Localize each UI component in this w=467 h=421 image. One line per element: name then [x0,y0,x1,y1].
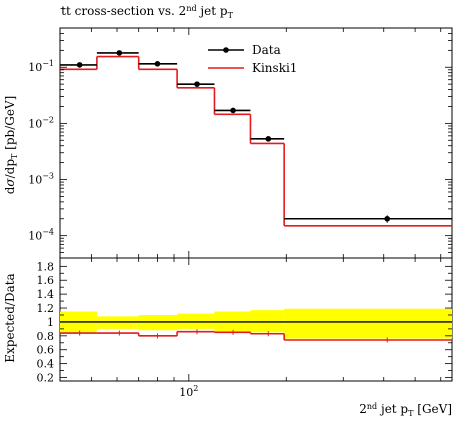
legend-data-label: Data [252,43,281,57]
y-axis-label: dσ/dpT [pb/GeV] [3,96,19,195]
x-axis-label: 2nd jet pT [GeV] [359,402,452,418]
y-tick-label: 10−3 [28,172,54,187]
ratio-y-axis-label: Expected/Data [3,273,17,362]
ratio-y-tick-label: 0.6 [37,344,55,357]
legend: Data Kinski1 [208,43,297,75]
ratio-y-tick-label: 0.2 [37,372,55,385]
ratio-y-tick-label: 1.2 [37,302,55,315]
legend-data-marker [223,47,229,53]
chart-title: t–t cross-section vs. 2nd jet pT [60,1,234,20]
ratio-y-tick-label: 1 [47,316,54,329]
data-point [194,81,200,87]
ratio-band-bin [284,308,452,339]
x-tick-label: 102 [179,384,198,399]
ratio-y-tick-label: 1.4 [37,288,55,301]
data-point [76,62,83,68]
y-tick-label: 10−4 [28,228,54,243]
ratio-y-tick-label: 0.8 [37,330,55,343]
legend-mc-label: Kinski1 [252,61,297,75]
y-tick-label: 10−1 [28,59,54,74]
data-point [230,107,236,114]
ratio-panel: 0.20.40.60.811.21.41.61.8 102 [37,257,453,399]
ratio-y-tick-label: 0.4 [37,358,55,371]
data-point [154,61,161,67]
ratio-y-tick-label: 1.8 [37,260,55,273]
ratio-y-tick-label: 1.6 [37,274,55,287]
data-point [116,50,123,56]
data-point [265,136,272,142]
y-tick-label: 10−2 [28,115,54,130]
data-point [384,215,391,222]
main-panel: 10−4 10−3 10−2 10−1 [28,27,453,259]
